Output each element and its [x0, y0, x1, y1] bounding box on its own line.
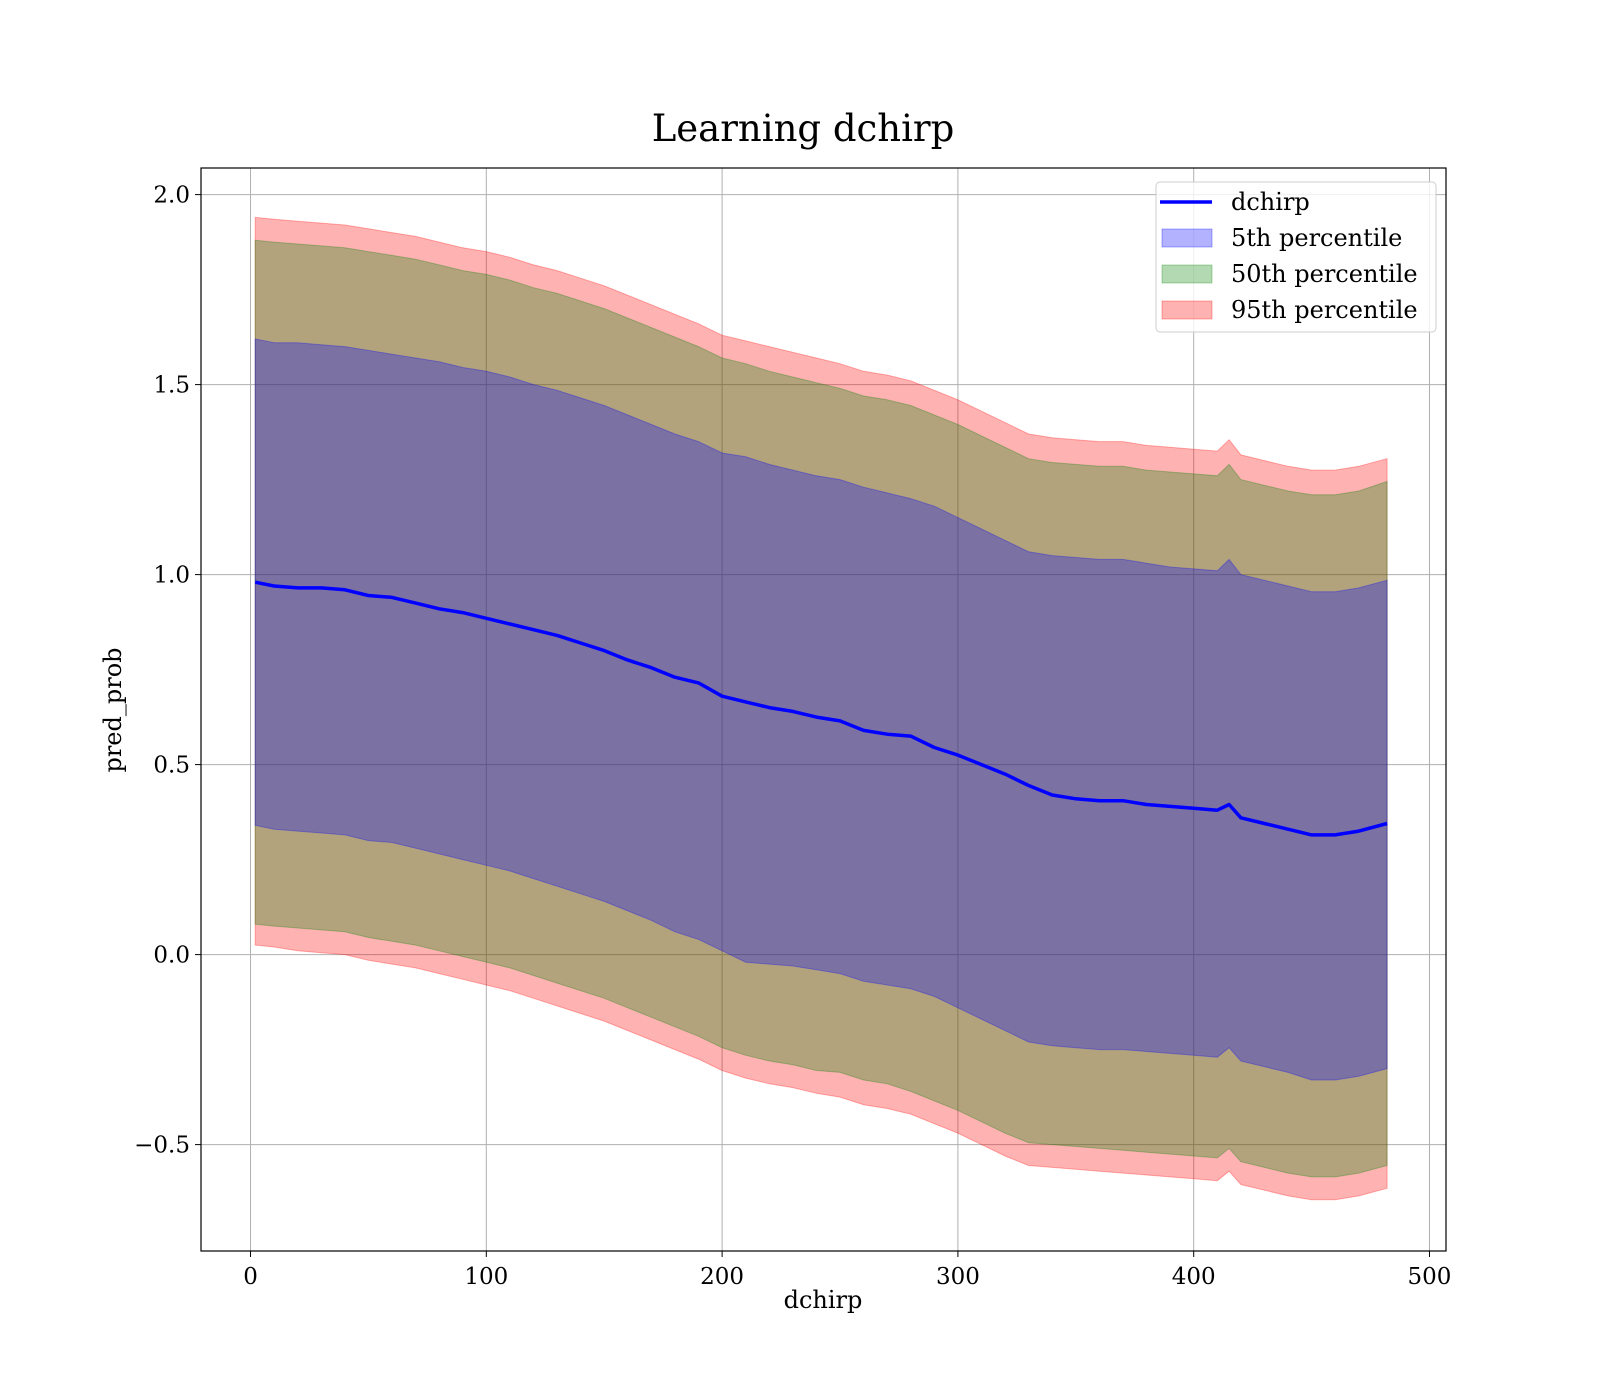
- percentile-bands: [254, 216, 1388, 1201]
- legend-label-5th-percentile: 5th percentile: [1231, 224, 1402, 252]
- band-5th-percentile: [254, 338, 1388, 1081]
- chart-title: Learning dchirp: [652, 107, 955, 150]
- legend-label-50th-percentile: 50th percentile: [1231, 260, 1418, 288]
- legend-box: [1155, 181, 1437, 333]
- x-tick-label: 100: [464, 1264, 508, 1290]
- plot-frame: [200, 167, 1447, 1252]
- x-tick-label: 0: [243, 1264, 258, 1290]
- grid: [201, 168, 1446, 1251]
- x-tick-label: 300: [936, 1264, 980, 1290]
- legend-swatch-50th-percentile: [1161, 264, 1213, 284]
- legend-swatch-95th-percentile: [1161, 300, 1213, 320]
- y-tick-label: 1.0: [153, 563, 190, 589]
- y-tick-label: 1.5: [153, 373, 190, 399]
- y-tick-label: 0.0: [153, 943, 190, 969]
- y-axis-label: pred_prob: [99, 647, 127, 772]
- x-tick-label: 200: [700, 1264, 744, 1290]
- legend-label-dchirp: dchirp: [1231, 188, 1310, 216]
- y-tick-label: 0.5: [153, 753, 190, 779]
- line-dchirp: [254, 580, 1388, 837]
- legend-swatch-5th-percentile: [1161, 228, 1213, 248]
- legend: dchirp 5th percentile 50th percentile 95th …: [1155, 181, 1437, 333]
- series-lines: [254, 580, 1388, 837]
- band-95th-percentile: [254, 216, 1388, 1201]
- x-tick-label: 500: [1408, 1264, 1452, 1290]
- y-tick-label: −0.5: [134, 1133, 190, 1159]
- band-50th-percentile: [254, 239, 1388, 1178]
- tick-labels: 0 100 200 300 400 500 −0.5 0.0 0.5 1.0 1.5 2.0: [134, 183, 1451, 1290]
- x-tick-label: 400: [1172, 1264, 1216, 1290]
- y-tick-label: 2.0: [153, 183, 190, 209]
- x-axis-label: dchirp: [784, 1286, 863, 1314]
- legend-label-95th-percentile: 95th percentile: [1231, 296, 1418, 324]
